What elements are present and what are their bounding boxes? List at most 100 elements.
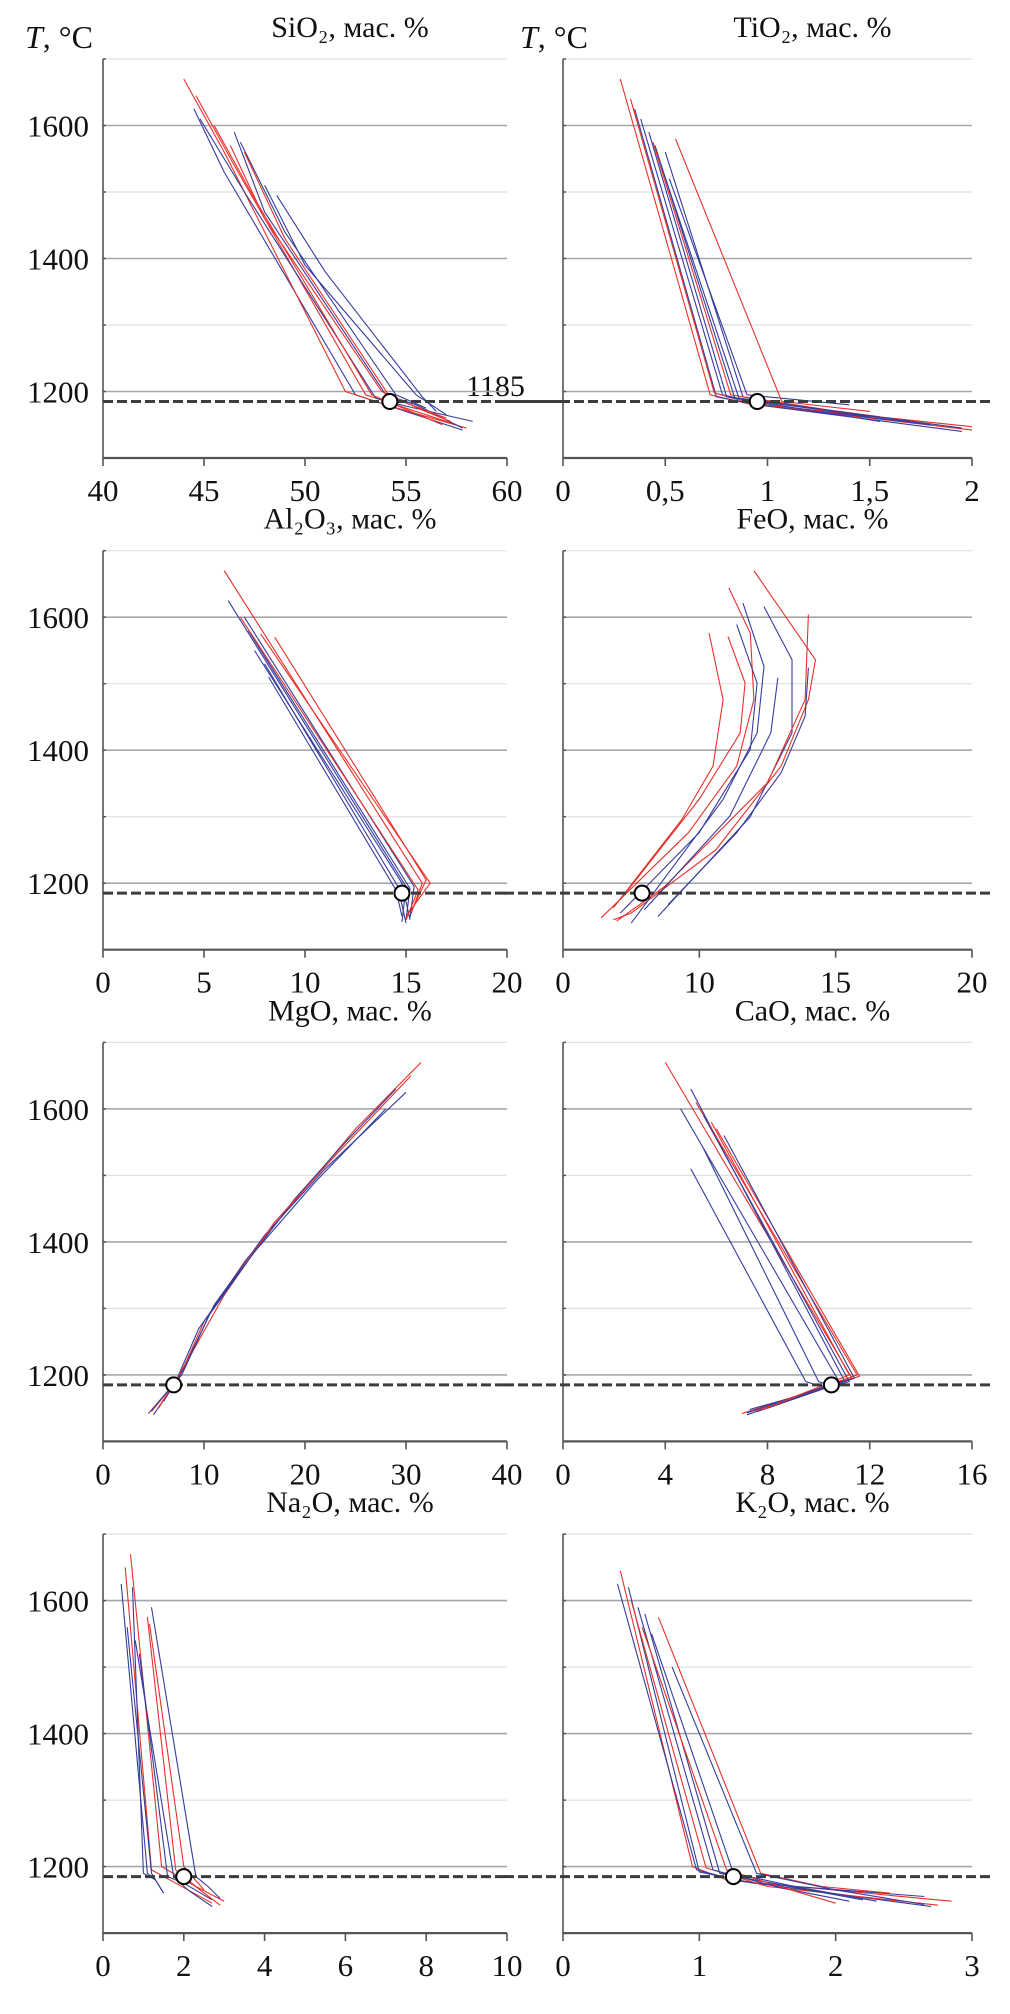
y-axis-label-right: T, °C <box>520 19 588 55</box>
curve-red <box>239 616 419 921</box>
panel-7: 0 1 2 3 K₂O, мас. % <box>504 1486 994 1983</box>
curve-blue <box>619 624 758 914</box>
x-tick-label: 0,5 <box>646 473 685 508</box>
marker-point <box>165 1376 183 1394</box>
curve-blue <box>138 1653 213 1901</box>
curve-red <box>613 570 817 921</box>
x-tick-label: 16 <box>957 1456 988 1491</box>
curve-blue <box>153 1088 397 1416</box>
x-tick-label: 45 <box>189 473 220 508</box>
x-tick-label: 40 <box>492 1456 523 1491</box>
x-tick-label: 2 <box>176 1948 192 1983</box>
curve-red <box>629 98 973 428</box>
curve-red <box>630 1600 938 1906</box>
curve-red <box>657 1616 891 1894</box>
y-tick-label: 1200 <box>27 375 89 410</box>
curve-red <box>148 1623 205 1891</box>
curve-blue <box>671 1666 925 1906</box>
curve-blue <box>630 603 765 924</box>
curve-red <box>612 633 724 909</box>
curve-blue <box>268 676 403 917</box>
panel-title: TiO₂, мас. % <box>733 11 891 44</box>
x-tick-label: 12 <box>854 1456 885 1491</box>
y-tick-label: 1600 <box>27 1092 89 1127</box>
x-tick-label: 8 <box>418 1948 434 1983</box>
curve-blue <box>247 630 411 920</box>
curve-red <box>674 138 870 412</box>
curve-red <box>619 78 973 431</box>
curve-blue <box>723 1135 855 1413</box>
x-tick-label: 0 <box>95 965 111 1000</box>
y-tick-label: 1200 <box>27 866 89 901</box>
x-tick-label: 0 <box>95 1948 111 1983</box>
curve-red <box>619 636 746 901</box>
curve-red <box>183 78 467 429</box>
curve-blue <box>703 1115 850 1411</box>
x-tick-label: 10 <box>492 1948 523 1983</box>
curve-red <box>619 1570 952 1902</box>
x-tick-label: 3 <box>964 1948 980 1983</box>
x-tick-label: 1,5 <box>850 473 889 508</box>
y-tick-label: 1400 <box>27 733 89 768</box>
x-tick-label: 4 <box>658 1456 674 1491</box>
x-tick-label: 0 <box>555 1948 571 1983</box>
curve-blue <box>703 1148 840 1389</box>
curve-blue <box>651 1633 877 1902</box>
curve-blue <box>657 606 793 917</box>
panel-title: K₂O, мас. % <box>735 1486 889 1519</box>
x-tick-label: 0 <box>95 1456 111 1491</box>
curve-blue <box>163 1091 407 1402</box>
y-tick-label: 1200 <box>27 1850 89 1885</box>
y-tick-label: 1400 <box>27 242 89 277</box>
x-tick-label: 0 <box>555 473 571 508</box>
x-tick-label: 50 <box>290 473 321 508</box>
y-tick-label: 1400 <box>27 1225 89 1260</box>
curve-blue <box>199 118 473 422</box>
curve-red <box>243 151 447 419</box>
curve-blue <box>667 667 809 905</box>
curve-blue <box>660 165 962 429</box>
panel-3: 0 10 15 20 FeO, мас. % <box>504 503 994 1000</box>
x-tick-label: 20 <box>492 965 523 1000</box>
panel-title: CaO, мас. % <box>735 994 890 1027</box>
curve-red <box>229 145 451 422</box>
x-tick-label: 15 <box>391 965 422 1000</box>
curve-red <box>129 1553 225 1902</box>
panel-title: Na₂O, мас. % <box>266 1486 434 1519</box>
x-tick-label: 6 <box>338 1948 354 1983</box>
marker-point <box>724 1868 742 1886</box>
x-tick-label: 20 <box>290 1456 321 1491</box>
panel-title: FeO, мас. % <box>736 503 888 536</box>
x-tick-label: 15 <box>820 965 851 1000</box>
y-tick-label: 1600 <box>27 109 89 144</box>
x-tick-label: 10 <box>684 965 715 1000</box>
curve-blue <box>254 650 411 920</box>
curve-blue <box>193 108 463 431</box>
panel-title: MgO, мас. % <box>268 994 432 1027</box>
x-tick-label: 2 <box>828 1948 844 1983</box>
x-tick-label: 0 <box>555 1456 571 1491</box>
x-tick-label: 1 <box>760 473 776 508</box>
curve-red <box>664 1062 853 1415</box>
x-tick-label: 10 <box>290 965 321 1000</box>
curve-red <box>213 125 443 426</box>
curve-blue <box>627 1587 925 1898</box>
y-tick-label: 1200 <box>27 1358 89 1393</box>
curve-blue <box>276 195 437 412</box>
curve-blue <box>264 663 407 924</box>
marker-point <box>748 392 766 410</box>
curve-blue <box>634 108 962 432</box>
x-tick-label: 20 <box>957 965 988 1000</box>
curve-red <box>260 633 431 917</box>
curve-red <box>146 1617 221 1906</box>
x-tick-label: 1 <box>692 1948 708 1983</box>
x-tick-label: 8 <box>760 1456 776 1491</box>
y-axis-label-left: T, °C <box>25 19 93 55</box>
y-tick-label: 1600 <box>27 1584 89 1619</box>
marker-point <box>822 1376 840 1394</box>
curve-red <box>195 95 457 426</box>
marker-point <box>633 884 651 902</box>
x-tick-label: 10 <box>189 1456 220 1491</box>
curve-blue <box>640 118 932 426</box>
panel-2: 1200 1400 1600 0 5 10 15 20 Al₂O₃, мас. % <box>27 503 523 1000</box>
